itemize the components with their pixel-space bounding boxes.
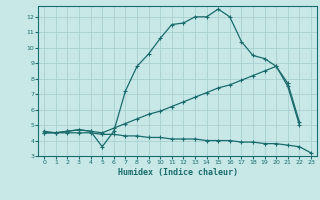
X-axis label: Humidex (Indice chaleur): Humidex (Indice chaleur) xyxy=(118,168,238,177)
